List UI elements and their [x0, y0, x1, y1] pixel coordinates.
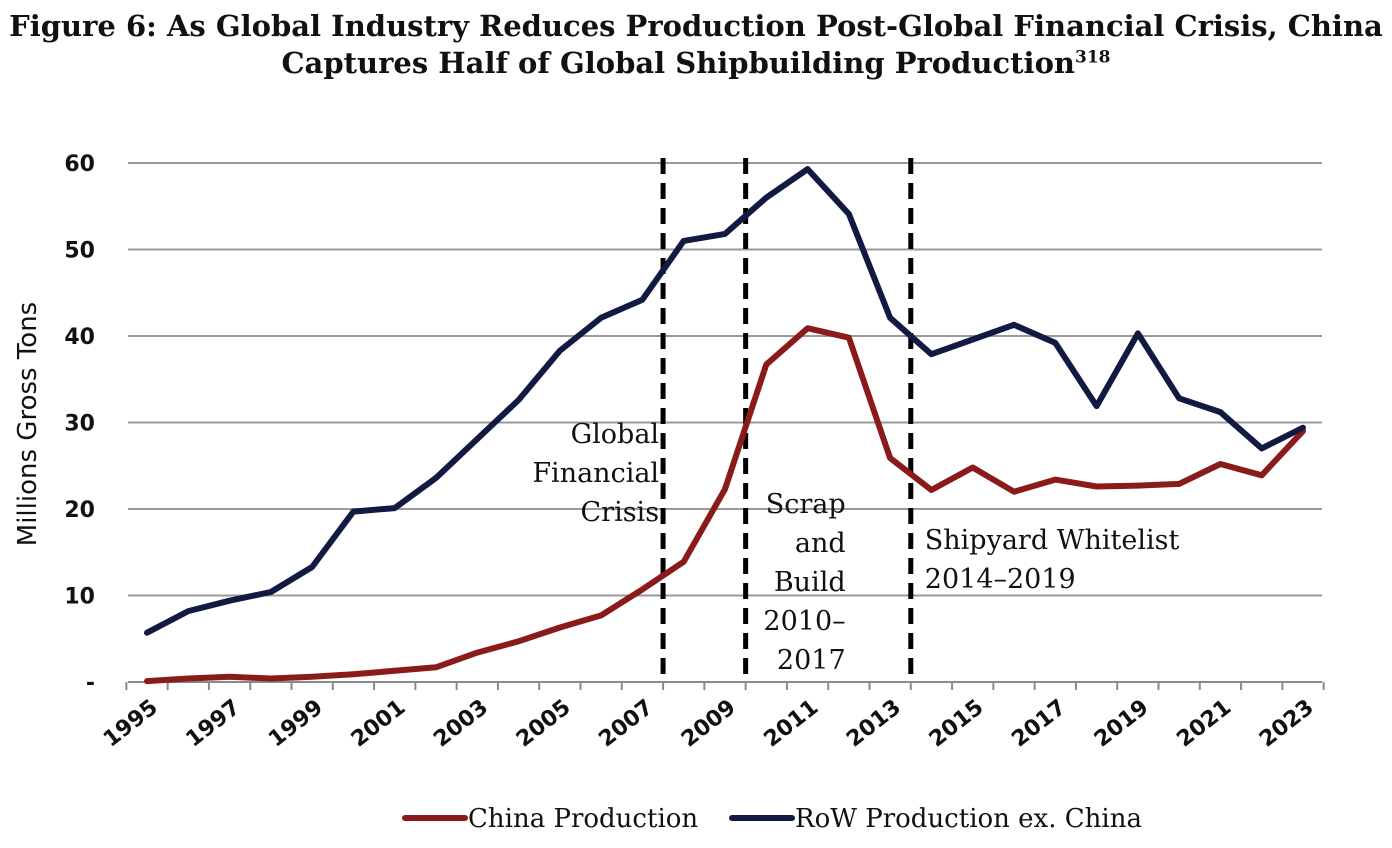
axes	[125, 681, 1325, 690]
x-tick-label: 2019	[1090, 695, 1154, 752]
chart-title-line-2: Captures Half of Global Shipbuilding Pro…	[0, 45, 1392, 82]
annotation-text: Financial	[532, 458, 659, 489]
y-tick-label: 40	[64, 325, 95, 350]
chart-title-line-1: Figure 6: As Global Industry Reduces Pro…	[9, 9, 1383, 43]
annotation-text: Global	[571, 419, 659, 450]
y-tick-labels: - 10 20 30 40 50 60	[64, 152, 95, 696]
chart-title: Figure 6: As Global Industry Reduces Pro…	[0, 8, 1392, 82]
annotation-text: 2010–	[763, 606, 845, 637]
series-line-row	[144, 166, 1306, 636]
x-tick-label: 2017	[1007, 695, 1071, 752]
annotations: Global Financial Crisis Scrap and Build 2010– 2…	[532, 158, 1179, 682]
x-tick-label: 2011	[760, 695, 824, 752]
annotation-text: and	[795, 528, 846, 559]
legend-label: China Production	[468, 804, 698, 834]
x-tick-label: 2021	[1172, 695, 1236, 752]
annotation-text: Scrap	[766, 489, 846, 520]
y-tick-label: 20	[64, 498, 95, 523]
y-axis-label: Millions Gross Tons	[13, 302, 43, 546]
legend: China Production RoW Production ex. China	[402, 804, 1142, 834]
x-tick-labels: 1995 1997 1999 2001 2003 2005 2007 2009 2011 2013…	[99, 695, 1319, 752]
gridlines	[128, 162, 1322, 597]
x-tick-label: 2013	[842, 695, 906, 752]
x-tick-label: 2015	[925, 695, 989, 752]
legend-label: RoW Production ex. China	[795, 804, 1142, 834]
y-tick-label: -	[86, 671, 95, 696]
annotation-text: Build	[774, 567, 846, 598]
x-tick-label: 2001	[347, 695, 411, 752]
title-footnote-marker: 318	[1075, 47, 1111, 68]
x-tick-label: 1997	[182, 695, 246, 752]
series-lines	[144, 166, 1306, 685]
x-tick-label: 1999	[264, 695, 328, 752]
y-tick-label: 10	[64, 585, 95, 610]
y-tick-label: 50	[64, 239, 95, 264]
x-tick-label: 2003	[429, 695, 493, 752]
annotation-text: 2014–2019	[925, 564, 1076, 595]
annotation-text: Crisis	[581, 497, 660, 528]
series-line-china	[144, 325, 1306, 685]
annotation-text: Shipyard Whitelist	[925, 525, 1180, 556]
annotation-text: 2017	[777, 645, 846, 676]
chart-title-line-2-text: Captures Half of Global Shipbuilding Pro…	[281, 46, 1076, 80]
x-tick-label: 2007	[594, 695, 658, 752]
x-tick-label: 2005	[512, 695, 576, 752]
y-tick-label: 60	[64, 152, 95, 177]
x-tick-label: 2009	[677, 695, 741, 752]
y-tick-label: 30	[64, 412, 95, 437]
x-tick-label: 2023	[1255, 695, 1319, 752]
x-tick-label: 1995	[99, 695, 163, 752]
